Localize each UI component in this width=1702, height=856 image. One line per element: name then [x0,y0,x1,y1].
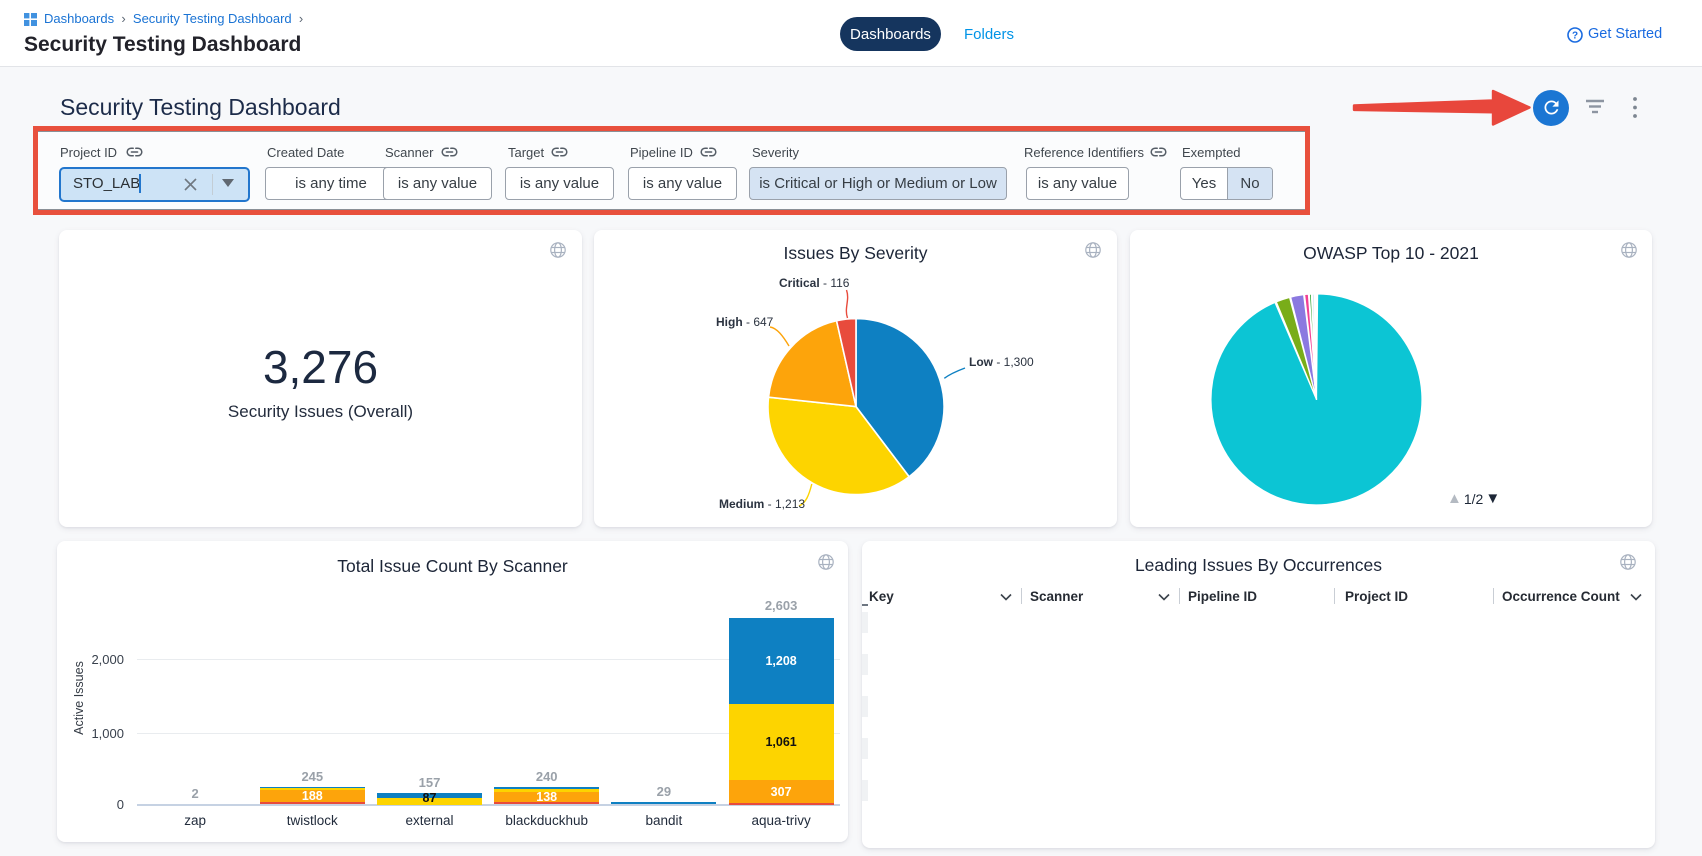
svg-text:?: ? [1572,30,1578,41]
